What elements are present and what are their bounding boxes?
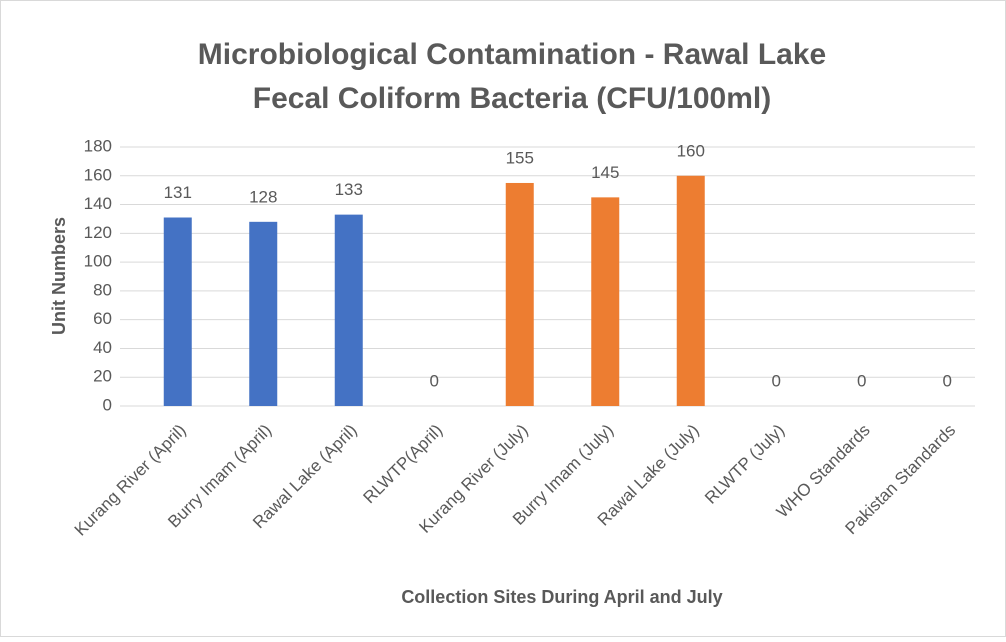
bar <box>249 221 278 406</box>
value-label: 0 <box>430 371 439 390</box>
value-label: 0 <box>857 371 866 390</box>
bar <box>591 197 620 406</box>
y-tick-label: 40 <box>93 338 112 357</box>
bar <box>334 214 363 406</box>
y-tick-label: 60 <box>93 309 112 328</box>
y-tick-label: 140 <box>84 194 112 213</box>
y-tick-label: 120 <box>84 223 112 242</box>
value-label: 0 <box>772 371 781 390</box>
value-label: 160 <box>677 141 705 160</box>
y-axis-title: Unit Numbers <box>49 217 69 335</box>
chart-title: Microbiological Contamination - Rawal La… <box>198 38 826 71</box>
chart-subtitle: Fecal Coliform Bacteria (CFU/100ml) <box>253 82 771 115</box>
y-tick-label: 160 <box>84 165 112 184</box>
y-tick-label: 0 <box>103 395 112 414</box>
y-tick-label: 20 <box>93 367 112 386</box>
y-tick-label: 80 <box>93 280 112 299</box>
y-tick-label: 100 <box>84 252 112 271</box>
value-label: 128 <box>249 187 277 206</box>
value-label: 131 <box>164 183 192 202</box>
x-axis-title: Collection Sites During April and July <box>401 587 722 607</box>
bar <box>676 175 705 406</box>
value-label: 0 <box>943 371 952 390</box>
bar <box>505 182 534 406</box>
value-label: 133 <box>335 180 363 199</box>
value-label: 145 <box>591 163 619 182</box>
bar <box>163 217 192 406</box>
value-label: 155 <box>506 148 534 167</box>
y-tick-label: 180 <box>84 136 112 155</box>
